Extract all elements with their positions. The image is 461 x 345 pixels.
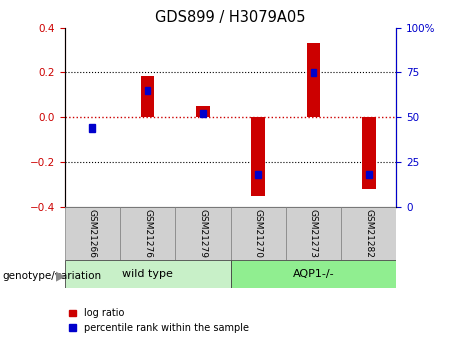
Text: GSM21273: GSM21273 [309, 209, 318, 258]
Bar [286, 207, 341, 260]
Bar [141, 76, 154, 117]
Bar [175, 207, 230, 260]
Text: GSM21282: GSM21282 [364, 209, 373, 258]
Bar [366, 171, 372, 178]
Bar [341, 207, 396, 260]
Bar [145, 87, 150, 94]
Title: GDS899 / H3079A05: GDS899 / H3079A05 [155, 10, 306, 25]
Bar [65, 207, 120, 260]
Bar [65, 260, 230, 288]
Text: GSM21279: GSM21279 [198, 209, 207, 258]
Bar [251, 117, 265, 196]
Bar [362, 117, 376, 189]
Bar [311, 69, 316, 76]
Legend: log ratio, percentile rank within the sample: log ratio, percentile rank within the sa… [70, 308, 249, 333]
Bar [230, 207, 286, 260]
Text: GSM21276: GSM21276 [143, 209, 152, 258]
Bar [307, 43, 320, 117]
Bar [89, 125, 95, 132]
Text: GSM21266: GSM21266 [88, 209, 97, 258]
Bar [200, 110, 206, 117]
Bar [230, 260, 396, 288]
Text: ▶: ▶ [56, 269, 66, 283]
Text: GSM21270: GSM21270 [254, 209, 263, 258]
Text: wild type: wild type [122, 269, 173, 279]
Bar [120, 207, 175, 260]
Text: genotype/variation: genotype/variation [2, 271, 101, 281]
Bar [255, 171, 261, 178]
Text: AQP1-/-: AQP1-/- [293, 269, 334, 279]
Bar [196, 106, 210, 117]
